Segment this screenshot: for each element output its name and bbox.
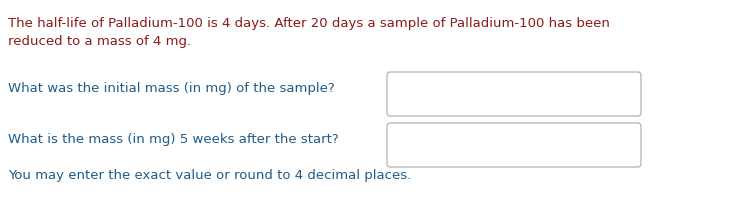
Text: The half-life of Palladium-100 is 4 days. After 20 days a sample of Palladium-10: The half-life of Palladium-100 is 4 days… [8, 17, 610, 30]
FancyBboxPatch shape [387, 123, 641, 167]
Text: You may enter the exact value or round to 4 decimal places.: You may enter the exact value or round t… [8, 169, 411, 182]
FancyBboxPatch shape [387, 72, 641, 116]
Text: What is the mass (in mg) 5 weeks after the start?: What is the mass (in mg) 5 weeks after t… [8, 133, 339, 146]
Text: What was the initial mass (in mg) of the sample?: What was the initial mass (in mg) of the… [8, 82, 334, 95]
Text: reduced to a mass of 4 mg.: reduced to a mass of 4 mg. [8, 35, 191, 48]
